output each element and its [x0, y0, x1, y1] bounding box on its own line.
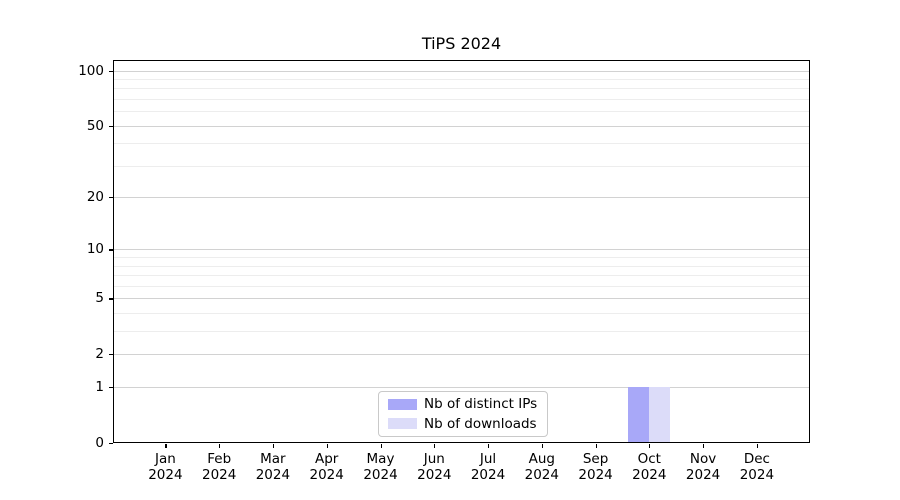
x-axis-tick-label: Oct 2024: [632, 451, 667, 483]
major-gridline: [114, 70, 809, 72]
x-axis-tick-mark: [756, 444, 759, 448]
y-axis-tick-mark: [109, 70, 113, 72]
x-axis-tick-label: Sep 2024: [578, 451, 613, 483]
y-axis-tick-mark: [109, 298, 113, 300]
major-gridline: [114, 125, 809, 127]
x-axis-tick-mark: [380, 444, 382, 448]
y-axis-tick-mark: [109, 354, 113, 356]
y-axis-tick-label: 1: [95, 379, 104, 396]
x-axis-tick-label: Jul 2024: [470, 451, 506, 483]
minor-gridline: [114, 98, 809, 100]
major-gridline: [114, 387, 809, 389]
bar-distinct-ips: [628, 387, 650, 443]
major-gridline: [114, 197, 809, 199]
x-axis-tick-label: Jun 2024: [417, 451, 452, 483]
bar-downloads: [649, 387, 671, 443]
x-axis-tick-label: Apr 2024: [309, 451, 344, 483]
y-axis-tick-label: 10: [86, 241, 104, 258]
legend-label-downloads: Nb of downloads: [424, 415, 537, 432]
x-axis-tick-label: Mar 2024: [255, 451, 291, 483]
minor-gridline: [114, 165, 809, 167]
minor-gridline: [114, 78, 809, 80]
x-axis-tick-mark: [649, 444, 651, 448]
minor-gridline: [114, 285, 809, 287]
minor-gridline: [114, 331, 809, 333]
minor-gridline: [114, 111, 809, 113]
legend-swatch-downloads: [388, 418, 417, 430]
x-axis-tick-mark: [165, 444, 167, 448]
minor-gridline: [114, 275, 809, 277]
y-axis-tick-mark: [109, 249, 113, 251]
y-axis-tick-mark: [109, 443, 113, 445]
y-axis-tick-label: 20: [86, 189, 104, 206]
x-axis-tick-mark: [541, 444, 543, 448]
y-axis-tick-label: 5: [95, 290, 104, 307]
minor-gridline: [114, 257, 809, 259]
x-axis-tick-mark: [703, 444, 705, 448]
legend-swatch-distinct-ips: [388, 398, 417, 410]
legend-label-distinct-ips: Nb of distinct IPs: [424, 396, 538, 413]
x-axis-tick-mark: [488, 444, 490, 448]
x-axis-tick-mark: [595, 444, 597, 448]
legend: Nb of distinct IPs Nb of downloads: [378, 391, 548, 437]
major-gridline: [114, 354, 809, 356]
y-axis-tick-mark: [109, 197, 113, 199]
minor-gridline: [114, 88, 809, 90]
y-axis-tick-label: 2: [95, 346, 104, 363]
x-axis-tick-label: May 2024: [363, 451, 398, 483]
x-axis-tick-mark: [326, 444, 328, 448]
legend-item-distinct-ips: Nb of distinct IPs: [388, 395, 541, 414]
x-axis-tick-label: Dec 2024: [739, 451, 775, 483]
x-axis-tick-mark: [219, 444, 221, 448]
legend-item-downloads: Nb of downloads: [388, 415, 541, 434]
minor-gridline: [114, 313, 809, 315]
x-axis-tick-label: Nov 2024: [685, 451, 721, 483]
x-axis-tick-label: Feb 2024: [202, 451, 237, 483]
x-axis-tick-mark: [272, 444, 275, 448]
minor-gridline: [114, 143, 809, 145]
chart-title: TiPS 2024: [421, 34, 502, 53]
y-axis-tick-mark: [109, 387, 113, 389]
x-axis-tick-mark: [434, 444, 436, 448]
y-axis-tick-label: 0: [95, 435, 104, 451]
major-gridline: [114, 298, 809, 300]
axes-frame: [113, 60, 810, 443]
y-axis-tick-label: 50: [86, 117, 104, 134]
y-axis-tick-label: 100: [78, 62, 104, 79]
x-axis-tick-label: Jan 2024: [148, 451, 183, 483]
y-axis-tick-mark: [109, 125, 113, 127]
minor-gridline: [114, 265, 809, 267]
x-axis-tick-label: Aug 2024: [524, 451, 559, 483]
major-gridline: [114, 249, 809, 251]
